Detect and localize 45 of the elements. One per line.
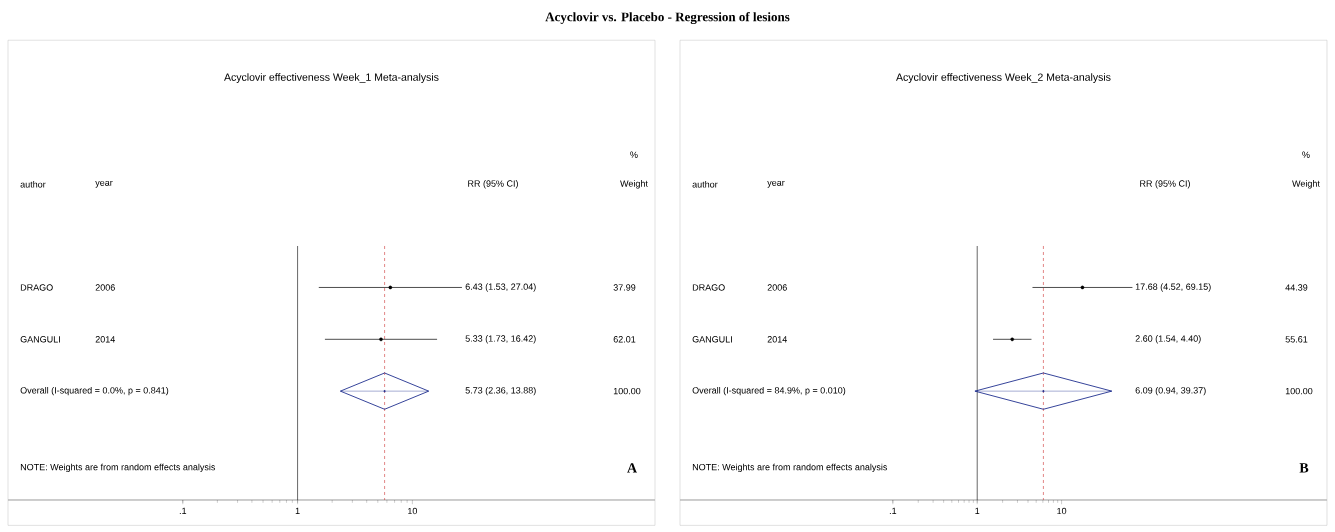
annotation: 2006 (95, 284, 115, 291)
annotation: 5.33 (1.73, 16.42) (465, 335, 536, 344)
x-tick-label: .1 (889, 507, 897, 514)
text: NOTE: Weights are from random effects analysis (692, 463, 888, 473)
x-tick-label: .1 (179, 507, 187, 514)
y-tick-label: GANGULI (692, 336, 732, 343)
x-tick-label: 10 (1057, 507, 1067, 515)
text: author (20, 180, 46, 188)
annotation: 6.09 (0.94, 39.37) (1135, 386, 1206, 396)
x-tick-label: 1 (975, 507, 980, 514)
text: year (95, 180, 113, 188)
chart-title: Acyclovir vs. Placebo - Regression of lesions (545, 12, 790, 25)
text: Weight (1292, 180, 1320, 189)
annotation: 100.00 (1285, 387, 1313, 395)
annotation: 5.73 (2.36, 13.88) (465, 386, 536, 396)
annotation: 2.60 (1.54, 4.40) (1135, 335, 1201, 344)
y-tick-label: Overall (I-squared = 84.9%, p = 0.010) (692, 386, 846, 396)
y-tick-label: DRAGO (20, 284, 53, 291)
annotation: 37.99 (613, 284, 636, 291)
text: A (627, 463, 637, 473)
annotation: 62.01 (613, 336, 636, 343)
text: RR (95% CI) (468, 180, 518, 189)
x-tick-label: 1 (295, 507, 300, 514)
text: % (1302, 151, 1310, 158)
text: Weight (620, 180, 648, 189)
annotation: 44.39 (1285, 284, 1308, 291)
text: NOTE: Weights are from random effects analysis (20, 463, 216, 473)
text: B (1299, 463, 1309, 473)
annotation: 2014 (95, 336, 115, 343)
annotation: 17.68 (4.52, 69.15) (1135, 283, 1211, 292)
y-tick-label: DRAGO (692, 284, 725, 291)
annotation: 6.43 (1.53, 27.04) (465, 283, 536, 292)
y-tick-label: Overall (I-squared = 0.0%, p = 0.841) (20, 386, 169, 396)
text: % (630, 151, 638, 158)
annotation: 2014 (767, 336, 787, 343)
chart-subtitle: Acyclovir effectiveness Week_2 Meta-analysis (896, 73, 1111, 83)
annotation: 2006 (767, 284, 787, 291)
annotation: 55.61 (1285, 336, 1308, 343)
text: author (692, 180, 718, 188)
y-tick-label: GANGULI (20, 336, 60, 343)
chart-subtitle: Acyclovir effectiveness Week_1 Meta-analysis (224, 73, 439, 83)
annotation: 100.00 (613, 387, 641, 395)
text: RR (95% CI) (1140, 180, 1190, 189)
x-tick-label: 10 (408, 507, 418, 515)
text: year (767, 180, 785, 188)
